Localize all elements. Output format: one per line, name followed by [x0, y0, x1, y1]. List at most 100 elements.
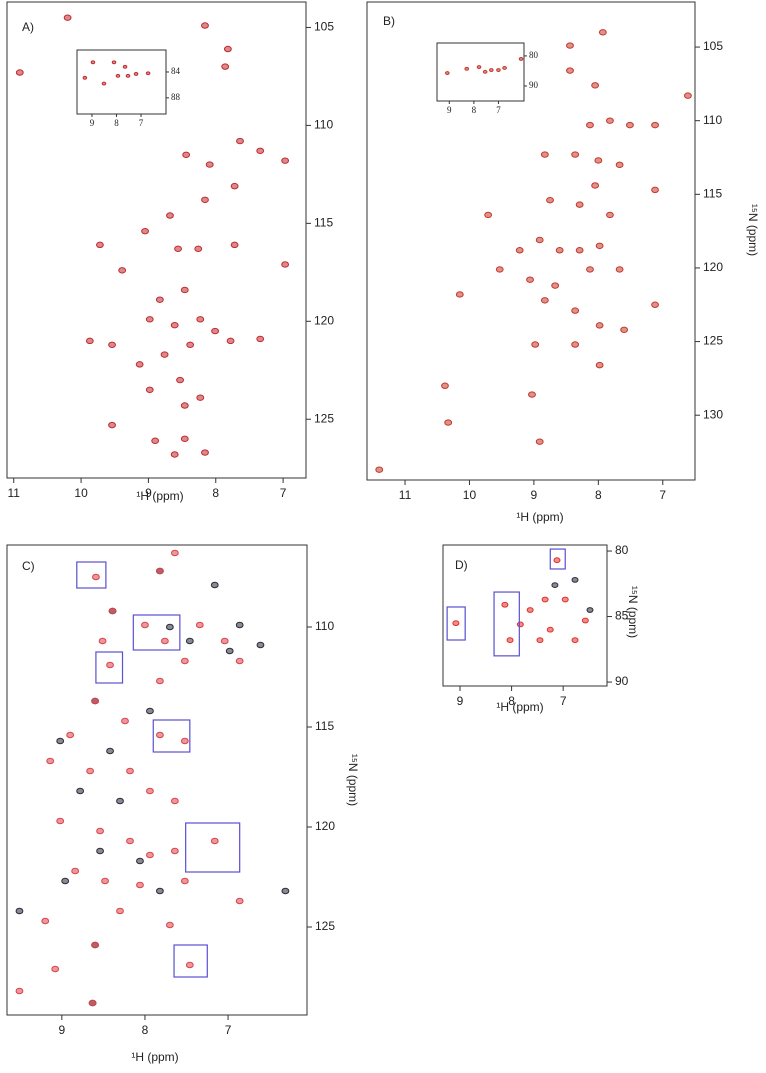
peak: [180, 737, 189, 745]
highlight-box: [173, 944, 208, 978]
peak: [444, 419, 453, 426]
peak: [536, 637, 544, 644]
x-tick-label: 7: [560, 694, 567, 708]
peak: [571, 151, 580, 158]
peak: [156, 887, 164, 895]
peak: [571, 576, 579, 583]
peak: [63, 14, 72, 21]
highlight-box: [446, 606, 466, 641]
peak: [501, 601, 509, 608]
peak: [141, 227, 149, 235]
peak: [531, 341, 540, 348]
peak: [210, 837, 219, 845]
peak: [230, 241, 239, 249]
y-tick-label: 130: [703, 407, 723, 421]
peak: [516, 621, 524, 628]
peak: [281, 157, 290, 164]
peak: [551, 282, 560, 289]
peak: [116, 797, 124, 805]
peak: [452, 620, 460, 627]
x-tick-label: 11: [7, 486, 20, 500]
peak: [108, 607, 117, 615]
x-tick-label: 11: [399, 488, 412, 502]
y-tick-label: 115: [314, 216, 333, 230]
peak: [170, 847, 179, 855]
peak: [201, 449, 209, 456]
peak: [106, 661, 114, 669]
peak: [126, 837, 134, 845]
peak: [194, 245, 203, 253]
peak: [180, 402, 189, 409]
x-axis-label: ¹H (ppm): [496, 700, 543, 714]
peak: [176, 376, 184, 384]
peak: [111, 60, 117, 65]
x-tick-label: 9: [531, 488, 538, 502]
y-tick-label: 110: [703, 113, 722, 127]
x-tick-label: 8: [472, 105, 477, 115]
peak: [160, 637, 169, 645]
peak: [615, 266, 624, 273]
peak: [281, 261, 290, 268]
peak: [226, 337, 235, 345]
peak: [518, 56, 524, 61]
peak: [146, 707, 154, 715]
peak: [180, 286, 189, 294]
peak: [546, 196, 554, 204]
peak: [82, 75, 88, 80]
peak: [445, 71, 450, 75]
x-tick-label: 7: [139, 118, 144, 128]
peak: [595, 322, 604, 329]
x-tick-label: 9: [457, 694, 464, 708]
peak: [615, 161, 624, 169]
peak: [166, 212, 174, 219]
y-axis-label: ¹⁵N (ppm): [626, 586, 640, 638]
peak: [591, 182, 600, 189]
peak: [571, 341, 580, 348]
x-tick-label: 8: [142, 1023, 149, 1037]
peak: [155, 296, 164, 303]
peak: [145, 316, 154, 323]
peak: [506, 637, 514, 644]
peak: [156, 677, 164, 685]
highlight-box: [493, 591, 520, 657]
peak: [595, 242, 604, 250]
y-tick-label: 120: [703, 260, 723, 274]
peak: [502, 66, 507, 70]
peak: [651, 121, 659, 129]
peak: [156, 731, 164, 739]
peak: [571, 307, 580, 314]
x-tick-label: 9: [145, 486, 152, 500]
highlight-box: [152, 719, 191, 753]
peak: [482, 69, 488, 74]
x-axis-label: ¹H (ppm): [516, 510, 563, 524]
peak: [51, 965, 60, 973]
peak: [575, 247, 584, 254]
y-tick-label: 105: [314, 20, 334, 34]
y-tick-label: 110: [314, 118, 333, 132]
y-tick-label: 80: [529, 50, 539, 60]
peak: [281, 887, 290, 895]
peak: [220, 637, 229, 645]
peak: [101, 81, 107, 86]
peak: [145, 71, 151, 76]
peak: [180, 877, 189, 885]
y-tick-label: 120: [315, 819, 335, 833]
peak: [606, 117, 614, 124]
peak: [91, 941, 99, 949]
peak: [595, 361, 604, 369]
y-tick-label: 84: [171, 66, 181, 76]
y-tick-label: 115: [703, 186, 722, 200]
peak: [489, 68, 494, 72]
y-tick-label: 110: [315, 619, 334, 633]
y-tick-label: 80: [615, 543, 629, 557]
peak: [122, 64, 128, 69]
peak: [484, 211, 493, 219]
peak: [476, 65, 482, 69]
x-tick-label: 8: [114, 118, 119, 128]
x-tick-label: 9: [90, 118, 95, 128]
peak: [236, 137, 244, 145]
peak: [235, 657, 244, 665]
peak: [546, 626, 554, 633]
peak: [121, 717, 129, 725]
plot-frame: [6, 1, 307, 479]
